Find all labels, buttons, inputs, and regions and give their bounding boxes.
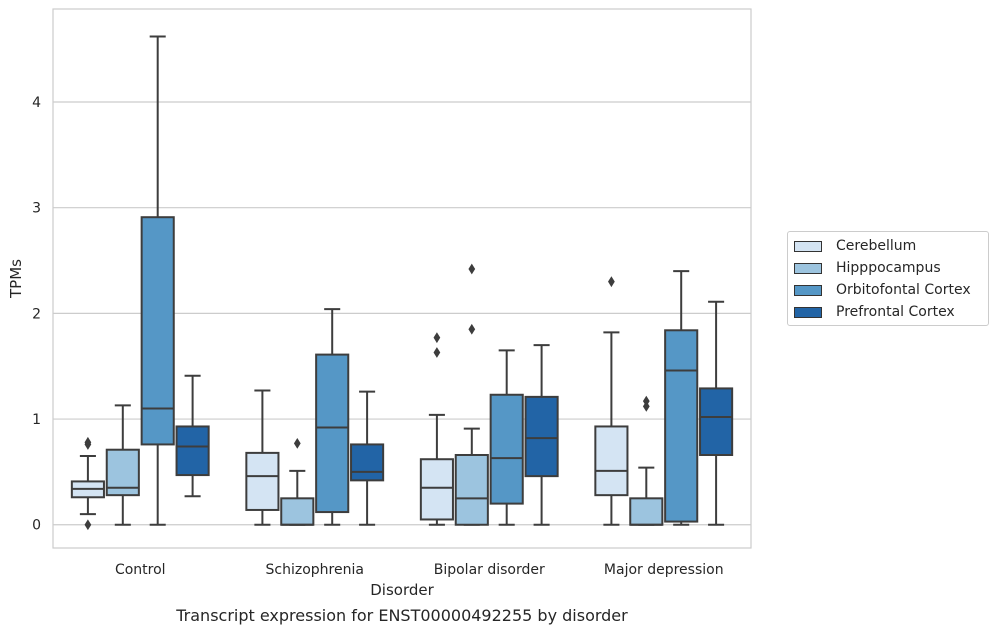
- y-tick-label: 3: [32, 201, 41, 217]
- box-group: [315, 308, 350, 526]
- box: [454, 453, 489, 526]
- y-tick-label: 2: [32, 306, 41, 322]
- legend-item-cerebellum: Cerebellum: [794, 236, 916, 256]
- box-group: [699, 300, 734, 526]
- outlier-point: [468, 323, 476, 335]
- box-group: [419, 332, 454, 526]
- x-tick-label: Schizophrenia: [266, 562, 364, 578]
- legend-label: Cerebellum: [836, 238, 917, 254]
- box-group: [140, 35, 175, 526]
- box: [524, 395, 559, 478]
- y-tick-label: 1: [32, 412, 41, 428]
- box: [175, 425, 210, 477]
- outlier-point: [608, 276, 615, 288]
- chart-title: Transcript expression for ENST0000049225…: [176, 606, 628, 625]
- outlier-point: [468, 263, 476, 275]
- legend: Cerebellum Hipppocampus Orbitofontal Cor…: [787, 231, 989, 326]
- outlier-point: [293, 437, 301, 449]
- box-group: [350, 390, 385, 526]
- y-tick-label: 4: [32, 95, 41, 111]
- legend-swatch-orbitofrontal: [794, 284, 822, 296]
- legend-item-hippocampus: Hipppocampus: [794, 258, 941, 278]
- x-axis-label: Disorder: [370, 581, 434, 599]
- boxes: [70, 35, 734, 531]
- box-group: [594, 276, 629, 526]
- legend-label: Hipppocampus: [836, 260, 941, 276]
- legend-swatch-hippocampus: [794, 262, 822, 274]
- box: [350, 443, 385, 482]
- box-group: [489, 349, 524, 526]
- box: [419, 458, 454, 521]
- legend-item-prefrontal: Prefrontal Cortex: [794, 302, 955, 322]
- box-group: [175, 374, 210, 498]
- x-tick-label: Bipolar disorder: [434, 562, 545, 578]
- box-group: [524, 344, 559, 526]
- y-axis-label: TPMs: [7, 259, 25, 299]
- box: [280, 497, 315, 526]
- box: [629, 497, 664, 526]
- box: [594, 425, 629, 497]
- x-tick-label: Control: [115, 562, 166, 578]
- box-group: [454, 263, 489, 526]
- legend-item-orbitofrontal: Orbitofontal Cortex: [794, 280, 971, 300]
- box: [140, 216, 175, 446]
- box: [245, 451, 280, 511]
- box-group: [629, 395, 664, 526]
- box: [664, 329, 699, 523]
- legend-label: Prefrontal Cortex: [836, 304, 955, 320]
- y-axis-ticks: 0 1 2 3 4: [32, 95, 41, 534]
- box-group: [70, 436, 105, 531]
- outlier-point: [433, 332, 441, 344]
- box-group: [280, 437, 315, 526]
- plot-area-frame: [52, 8, 752, 549]
- x-tick-label: Major depression: [604, 562, 724, 578]
- box: [699, 387, 734, 456]
- outlier-point: [642, 395, 650, 407]
- x-axis-ticks: Control Schizophrenia Bipolar disorder Majo…: [115, 562, 724, 578]
- y-tick-label: 0: [32, 518, 41, 534]
- box-group: [664, 270, 699, 526]
- legend-swatch-prefrontal: [794, 306, 822, 318]
- legend-label: Orbitofontal Cortex: [836, 282, 971, 298]
- outlier-point: [433, 347, 441, 358]
- box: [315, 353, 350, 514]
- outlier-point: [84, 519, 92, 531]
- outlier-point: [84, 436, 92, 448]
- legend-swatch-cerebellum: [794, 240, 822, 252]
- box: [489, 393, 524, 505]
- box-group: [245, 389, 280, 526]
- box-group: [105, 404, 140, 526]
